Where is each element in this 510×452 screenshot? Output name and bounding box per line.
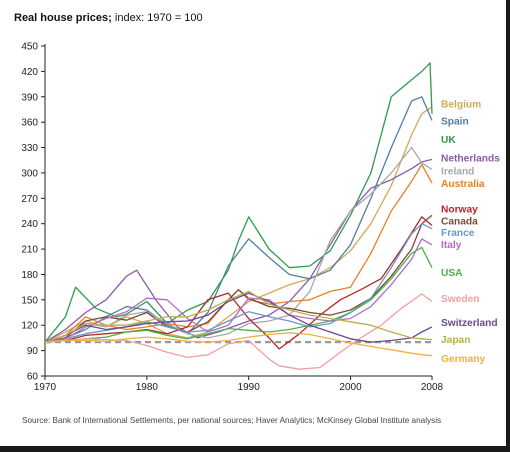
series-line-switzerland bbox=[44, 292, 433, 343]
series-label-spain: Spain bbox=[441, 116, 469, 127]
y-tick-label-360: 360 bbox=[21, 118, 38, 129]
series-label-switzerland: Switzerland bbox=[441, 318, 498, 329]
series-label-ireland: Ireland bbox=[441, 166, 474, 177]
series-label-canada: Canada bbox=[441, 216, 478, 227]
bottom-edge bbox=[0, 446, 510, 452]
series-label-australia: Australia bbox=[441, 179, 485, 190]
chart-title: Real house prices; index: 1970 = 100 bbox=[14, 12, 203, 24]
y-tick-label-120: 120 bbox=[21, 321, 38, 332]
series-label-norway: Norway bbox=[441, 204, 478, 215]
series-line-uk bbox=[44, 62, 433, 343]
y-tick-label-150: 150 bbox=[21, 295, 38, 306]
series-label-italy: Italy bbox=[441, 240, 462, 251]
series-label-japan: Japan bbox=[441, 335, 470, 346]
x-tick-label-2000: 2000 bbox=[339, 382, 362, 393]
y-tick-label-270: 270 bbox=[21, 194, 38, 205]
series-line-canada bbox=[44, 214, 433, 343]
series-line-japan bbox=[44, 290, 433, 343]
source-note: Source: Bank of International Settlement… bbox=[22, 416, 442, 425]
y-tick-label-390: 390 bbox=[21, 92, 38, 103]
y-tick-label-210: 210 bbox=[21, 245, 38, 256]
series-line-spain bbox=[44, 96, 433, 343]
series-line-italy bbox=[44, 238, 433, 343]
y-tick-label-300: 300 bbox=[21, 168, 38, 179]
series-line-usa bbox=[44, 246, 433, 343]
x-tick-label-1990: 1990 bbox=[238, 382, 261, 393]
y-tick-label-420: 420 bbox=[21, 67, 38, 78]
y-tick-label-60: 60 bbox=[27, 372, 39, 383]
series-line-norway bbox=[44, 216, 433, 350]
series-line-ireland bbox=[44, 146, 433, 343]
series-line-belgium bbox=[44, 106, 433, 343]
series-label-sweden: Sweden bbox=[441, 294, 480, 305]
axes: 60 90 120 150 180 210 240 270 300 330 360 390 420 450… bbox=[21, 42, 443, 394]
series-label-usa: USA bbox=[441, 268, 463, 279]
series-line-netherlands bbox=[44, 158, 433, 343]
x-tick-label-1970: 1970 bbox=[34, 382, 57, 393]
right-edge bbox=[506, 0, 510, 452]
house-price-chart: 60 90 120 150 180 210 240 270 300 330 360 390 420 450… bbox=[21, 42, 500, 394]
y-tick-label-450: 450 bbox=[21, 42, 38, 53]
series-lines bbox=[44, 62, 433, 370]
y-tick-label-240: 240 bbox=[21, 219, 38, 230]
y-tick-label-330: 330 bbox=[21, 143, 38, 154]
series-label-belgium: Belgium bbox=[441, 100, 481, 111]
y-tick-label-180: 180 bbox=[21, 270, 38, 281]
x-tick-label-1980: 1980 bbox=[136, 382, 159, 393]
y-tick-label-90: 90 bbox=[27, 346, 39, 357]
chart-title-rest: index: 1970 = 100 bbox=[111, 12, 203, 24]
series-line-germany bbox=[44, 332, 433, 357]
series-label-france: France bbox=[441, 228, 475, 239]
series-label-uk: UK bbox=[441, 135, 456, 146]
series-label-germany: Germany bbox=[441, 354, 486, 365]
series-label-netherlands: Netherlands bbox=[441, 154, 500, 165]
chart-title-main: Real house prices; bbox=[14, 12, 112, 24]
x-tick-label-2008: 2008 bbox=[421, 382, 444, 393]
